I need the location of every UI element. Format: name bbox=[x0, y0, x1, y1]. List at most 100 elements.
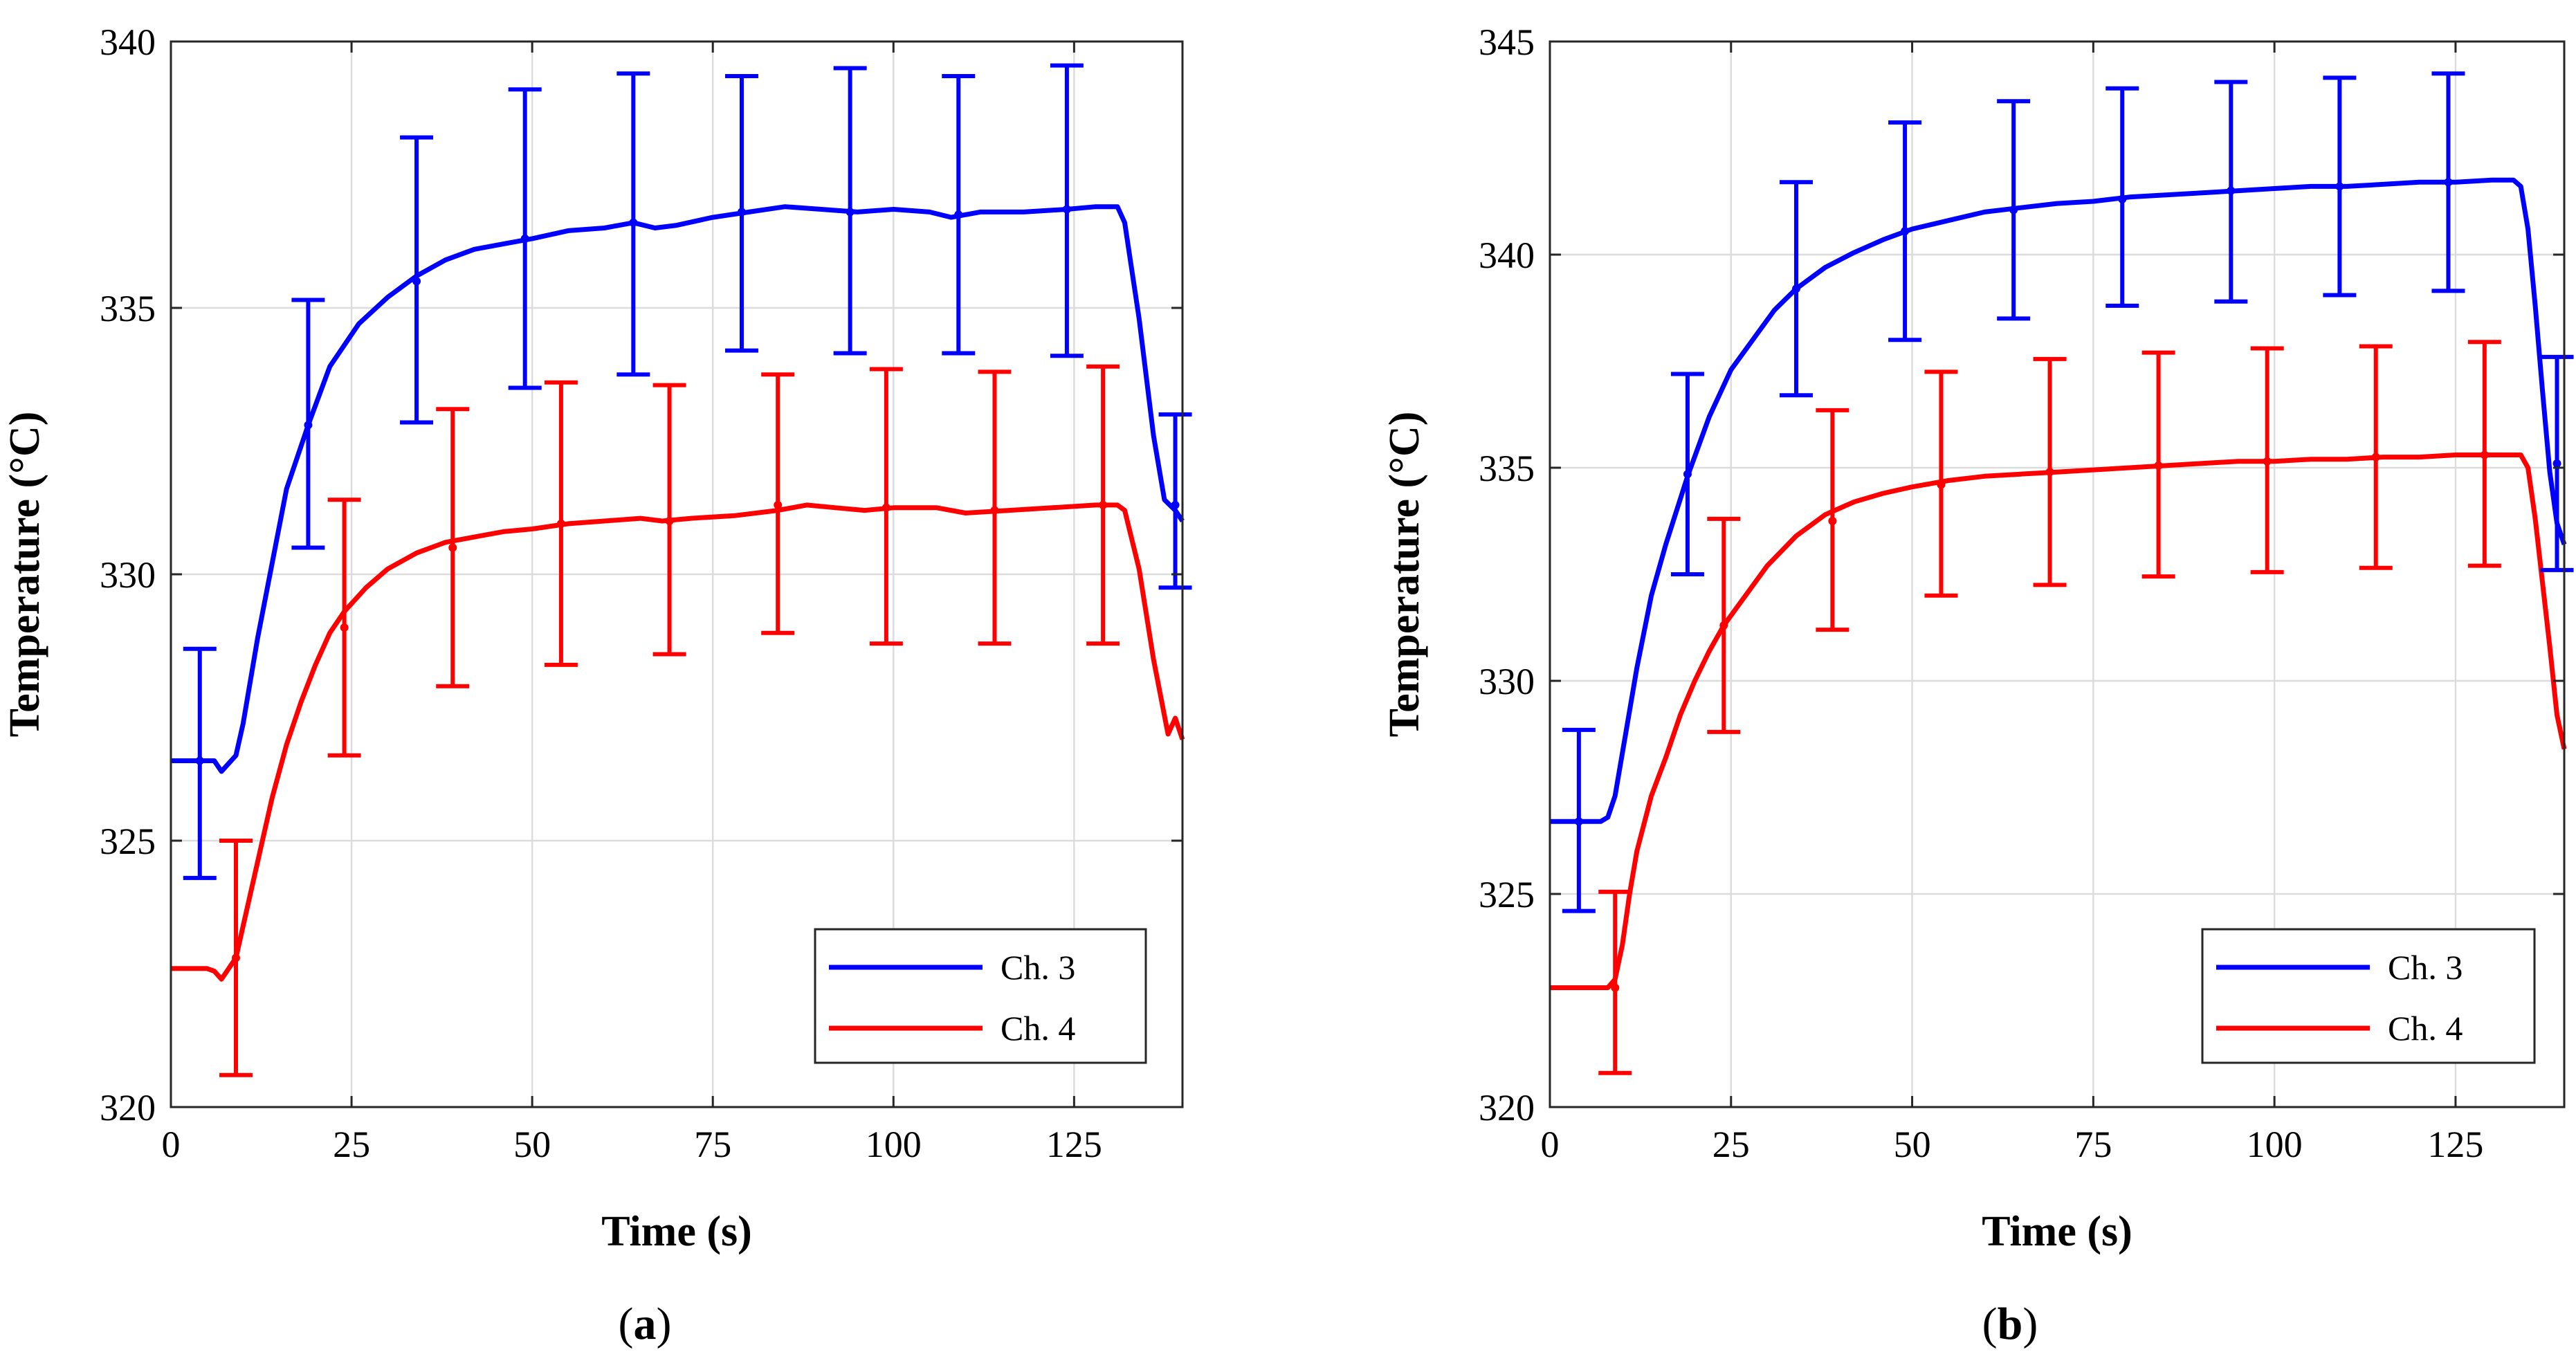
error-bar-ch3 bbox=[400, 135, 434, 425]
error-bars bbox=[183, 63, 1192, 1077]
x-tick-label: 50 bbox=[1894, 1124, 1931, 1165]
x-tick-label: 100 bbox=[2247, 1124, 2303, 1165]
y-tick-label: 330 bbox=[100, 554, 156, 596]
y-tick-label: 320 bbox=[100, 1087, 156, 1129]
legend-box bbox=[814, 928, 1147, 1064]
legend-box bbox=[2201, 928, 2536, 1064]
series-line-ch3 bbox=[1550, 177, 2567, 824]
y-tick-label: 325 bbox=[100, 821, 156, 862]
error-bar-ch3 bbox=[724, 74, 758, 353]
error-bar-ch4 bbox=[1598, 889, 1632, 1075]
error-bar-ch4 bbox=[2467, 340, 2501, 568]
data-point-ch4 bbox=[2480, 450, 2489, 459]
y-tick-label: 345 bbox=[1479, 21, 1535, 63]
series-line-ch4 bbox=[1550, 453, 2567, 990]
data-point-ch4 bbox=[556, 519, 565, 528]
legend: Ch. 3 Ch. 4 bbox=[2201, 928, 2536, 1064]
series-lines bbox=[1550, 177, 2567, 990]
error-bar-ch4 bbox=[1707, 516, 1741, 734]
x-tick-label: 25 bbox=[1712, 1124, 1750, 1165]
legend-label-ch4: Ch. 4 bbox=[2388, 1009, 2463, 1048]
error-bar-ch4 bbox=[869, 367, 903, 646]
y-tick-labels: 320 325 330 335 340 bbox=[100, 21, 156, 1129]
data-point-ch3 bbox=[1683, 470, 1692, 479]
error-bar-ch3 bbox=[2323, 75, 2357, 298]
caption-open: ( bbox=[619, 1299, 634, 1349]
data-point-ch4 bbox=[990, 506, 999, 515]
data-point-ch4 bbox=[665, 517, 674, 525]
y-tick-label: 335 bbox=[100, 288, 156, 329]
x-tick-label: 100 bbox=[866, 1124, 922, 1165]
data-point-ch3 bbox=[629, 218, 638, 227]
x-axis-label: Time (s) bbox=[601, 1208, 752, 1255]
error-bar-ch4 bbox=[544, 380, 578, 667]
data-point-ch4 bbox=[1828, 517, 1837, 525]
data-point-ch3 bbox=[2009, 205, 2018, 214]
data-point-ch4 bbox=[2154, 461, 2163, 470]
series-line-ch3 bbox=[171, 204, 1185, 774]
error-bar-ch3 bbox=[1670, 372, 1704, 576]
x-tick-label: 25 bbox=[333, 1124, 370, 1165]
error-bar-ch3 bbox=[942, 74, 976, 356]
error-bar-ch3 bbox=[183, 646, 217, 880]
error-bar-ch4 bbox=[1924, 369, 1958, 598]
error-bar-ch4 bbox=[978, 369, 1012, 646]
y-axis-label: Temperature (°C) bbox=[1381, 412, 1428, 738]
data-point-ch3 bbox=[954, 210, 963, 219]
y-tick-labels: 320 325 330 335 340 345 bbox=[1479, 21, 1535, 1129]
x-tick-label: 75 bbox=[2074, 1124, 2112, 1165]
data-point-ch4 bbox=[1611, 983, 1620, 992]
y-tick-label: 320 bbox=[1479, 1087, 1535, 1129]
data-point-ch3 bbox=[1792, 284, 1801, 293]
error-bar-ch3 bbox=[1780, 180, 1814, 398]
error-bar-ch3 bbox=[2105, 86, 2139, 308]
y-tick-label: 340 bbox=[1479, 235, 1535, 276]
x-axis-label: Time (s) bbox=[1982, 1208, 2132, 1255]
plot-area-frame bbox=[1549, 40, 2566, 1108]
data-point-ch4 bbox=[881, 503, 890, 512]
error-bar-ch4 bbox=[219, 839, 253, 1077]
error-bar-ch4 bbox=[1816, 408, 1849, 632]
error-bar-ch3 bbox=[1562, 727, 1596, 913]
data-point-ch4 bbox=[2045, 468, 2054, 477]
error-bars bbox=[1562, 71, 2574, 1075]
y-tick-label: 325 bbox=[1479, 874, 1535, 915]
error-bar-ch4 bbox=[2250, 346, 2284, 574]
x-tick-label: 0 bbox=[1541, 1124, 1560, 1165]
error-bar-ch3 bbox=[1050, 63, 1084, 358]
y-axis-label: Temperature (°C) bbox=[1, 412, 48, 738]
data-point-ch3 bbox=[2552, 459, 2561, 468]
error-bar-ch4 bbox=[2033, 356, 2067, 587]
error-bar-ch3 bbox=[2431, 71, 2465, 293]
legend: Ch. 3 Ch. 4 bbox=[814, 928, 1147, 1064]
error-bar-ch4 bbox=[1086, 364, 1120, 646]
data-point-ch3 bbox=[846, 208, 855, 217]
error-bar-ch3 bbox=[833, 66, 867, 356]
error-bar-ch4 bbox=[2359, 344, 2393, 570]
data-point-ch4 bbox=[1719, 621, 1728, 630]
error-bar-ch3 bbox=[2214, 80, 2248, 304]
data-point-ch3 bbox=[412, 277, 421, 286]
panel-caption: (a) bbox=[619, 1299, 672, 1349]
data-point-ch4 bbox=[2371, 453, 2380, 462]
data-point-ch4 bbox=[774, 500, 783, 509]
data-point-ch3 bbox=[520, 234, 529, 243]
data-point-ch4 bbox=[1099, 500, 1108, 509]
error-bar-ch3 bbox=[1158, 412, 1192, 590]
x-tick-labels: 0 25 50 75 100 125 bbox=[162, 1124, 1102, 1165]
data-point-ch3 bbox=[2118, 194, 2127, 203]
error-bar-ch3 bbox=[616, 71, 650, 377]
x-tick-labels: 0 25 50 75 100 125 bbox=[1541, 1124, 2484, 1165]
y-tick-label: 335 bbox=[1479, 448, 1535, 489]
error-bar-ch3 bbox=[291, 298, 325, 550]
data-point-ch3 bbox=[2227, 186, 2236, 195]
error-bar-ch4 bbox=[327, 497, 361, 758]
error-bar-ch3 bbox=[1997, 99, 2031, 321]
data-point-ch3 bbox=[1062, 205, 1071, 214]
caption-close: ) bbox=[2022, 1299, 2038, 1349]
panel-caption: (b) bbox=[1982, 1299, 2038, 1349]
error-bar-ch3 bbox=[2540, 354, 2574, 572]
x-tick-label: 0 bbox=[162, 1124, 181, 1165]
x-tick-label: 125 bbox=[1046, 1124, 1102, 1165]
